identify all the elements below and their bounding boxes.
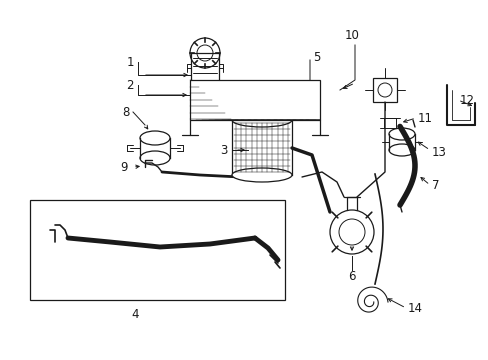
Text: 9: 9 <box>120 161 128 174</box>
Text: 11: 11 <box>417 112 432 125</box>
Circle shape <box>329 210 373 254</box>
Ellipse shape <box>231 113 291 127</box>
Text: 1: 1 <box>126 55 134 68</box>
Text: 5: 5 <box>312 50 320 63</box>
Text: 4: 4 <box>131 308 139 321</box>
Text: 8: 8 <box>122 105 130 118</box>
Text: 7: 7 <box>431 179 439 192</box>
Ellipse shape <box>231 168 291 182</box>
Ellipse shape <box>140 131 170 145</box>
Text: 3: 3 <box>220 144 227 157</box>
Ellipse shape <box>388 144 414 156</box>
Text: 14: 14 <box>407 302 422 315</box>
Text: 10: 10 <box>344 29 359 42</box>
Text: 13: 13 <box>431 145 446 158</box>
FancyBboxPatch shape <box>372 78 396 102</box>
Text: 12: 12 <box>459 94 474 107</box>
Text: 2: 2 <box>126 78 134 91</box>
FancyBboxPatch shape <box>190 80 319 120</box>
Ellipse shape <box>140 151 170 165</box>
Text: 6: 6 <box>347 270 355 283</box>
Ellipse shape <box>388 128 414 140</box>
